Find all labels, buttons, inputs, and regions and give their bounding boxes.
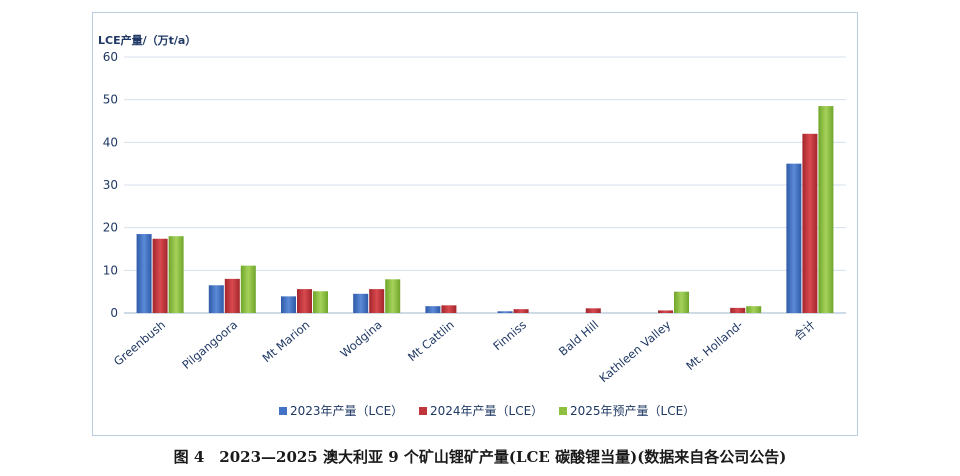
figure-caption: 图 4 2023—2025 澳大利亚 9 个矿山锂矿产量(LCE 碳酸锂当量)(…: [173, 448, 787, 466]
bar-2-5: [441, 305, 457, 313]
x-tick-label: Bald Hill: [556, 318, 601, 359]
y-tick-label: 50: [103, 93, 118, 107]
x-tick-label: 合计: [791, 317, 818, 343]
bar-1-1: [136, 234, 152, 313]
x-tick-label: Mt. Holland-: [683, 318, 745, 373]
bar-3-2: [240, 265, 256, 313]
x-tick-label: Wodgina: [337, 318, 384, 361]
x-tick-label: Pilgangoora: [179, 318, 240, 372]
bar-2-1: [152, 238, 168, 313]
x-tick-label: Mt Marion: [260, 318, 313, 366]
legend-label: 2023年产量（LCE）: [290, 404, 403, 418]
bar-2-3: [297, 289, 312, 313]
bar-2-7: [585, 308, 601, 313]
bar-2-6: [513, 309, 529, 313]
bar-3-8: [674, 291, 689, 313]
bar-3-4: [385, 279, 401, 313]
y-tick-label: 20: [103, 221, 118, 235]
legend-swatch: [419, 407, 427, 415]
bar-2-4: [369, 289, 385, 313]
bar-2-8: [658, 310, 673, 313]
x-tick-label: Kathleen Valley: [596, 317, 673, 385]
legend-label: 2025年预产量（LCE）: [570, 404, 695, 418]
bar-3-9: [746, 306, 762, 313]
bar-1-6: [497, 311, 513, 313]
bar-chart: LCE产量/（万t/a） 0 10 20 30 40 50 60 Greenbush Pilg…: [98, 33, 846, 418]
x-tick-label: Greenbush: [111, 318, 168, 369]
y-tick-label: 40: [103, 135, 118, 149]
y-tick-label: 10: [103, 263, 118, 277]
bar-1-3: [281, 296, 296, 313]
bar-3-3: [313, 291, 328, 313]
bar-3-10: [818, 106, 834, 313]
y-axis-label: LCE产量/（万t/a）: [98, 33, 196, 47]
bar-2-9: [730, 307, 746, 313]
bar-3-1: [168, 236, 184, 313]
y-tick-label: 30: [103, 178, 118, 192]
chart-frame: [92, 12, 858, 436]
legend-label: 2024年产量（LCE）: [430, 404, 543, 418]
legend-swatch: [279, 407, 287, 415]
y-tick-label: 60: [103, 50, 118, 64]
x-tick-label: Finniss: [490, 318, 529, 354]
bar-1-4: [353, 293, 369, 313]
bar-1-10: [786, 163, 802, 313]
bar-2-2: [224, 278, 240, 313]
y-tick-label: 0: [110, 306, 118, 320]
legend-swatch: [559, 407, 567, 415]
bar-2-10: [802, 133, 818, 313]
x-tick-label: Mt Cattlin: [405, 318, 457, 365]
bar-1-2: [208, 285, 224, 313]
bar-1-5: [425, 306, 441, 313]
